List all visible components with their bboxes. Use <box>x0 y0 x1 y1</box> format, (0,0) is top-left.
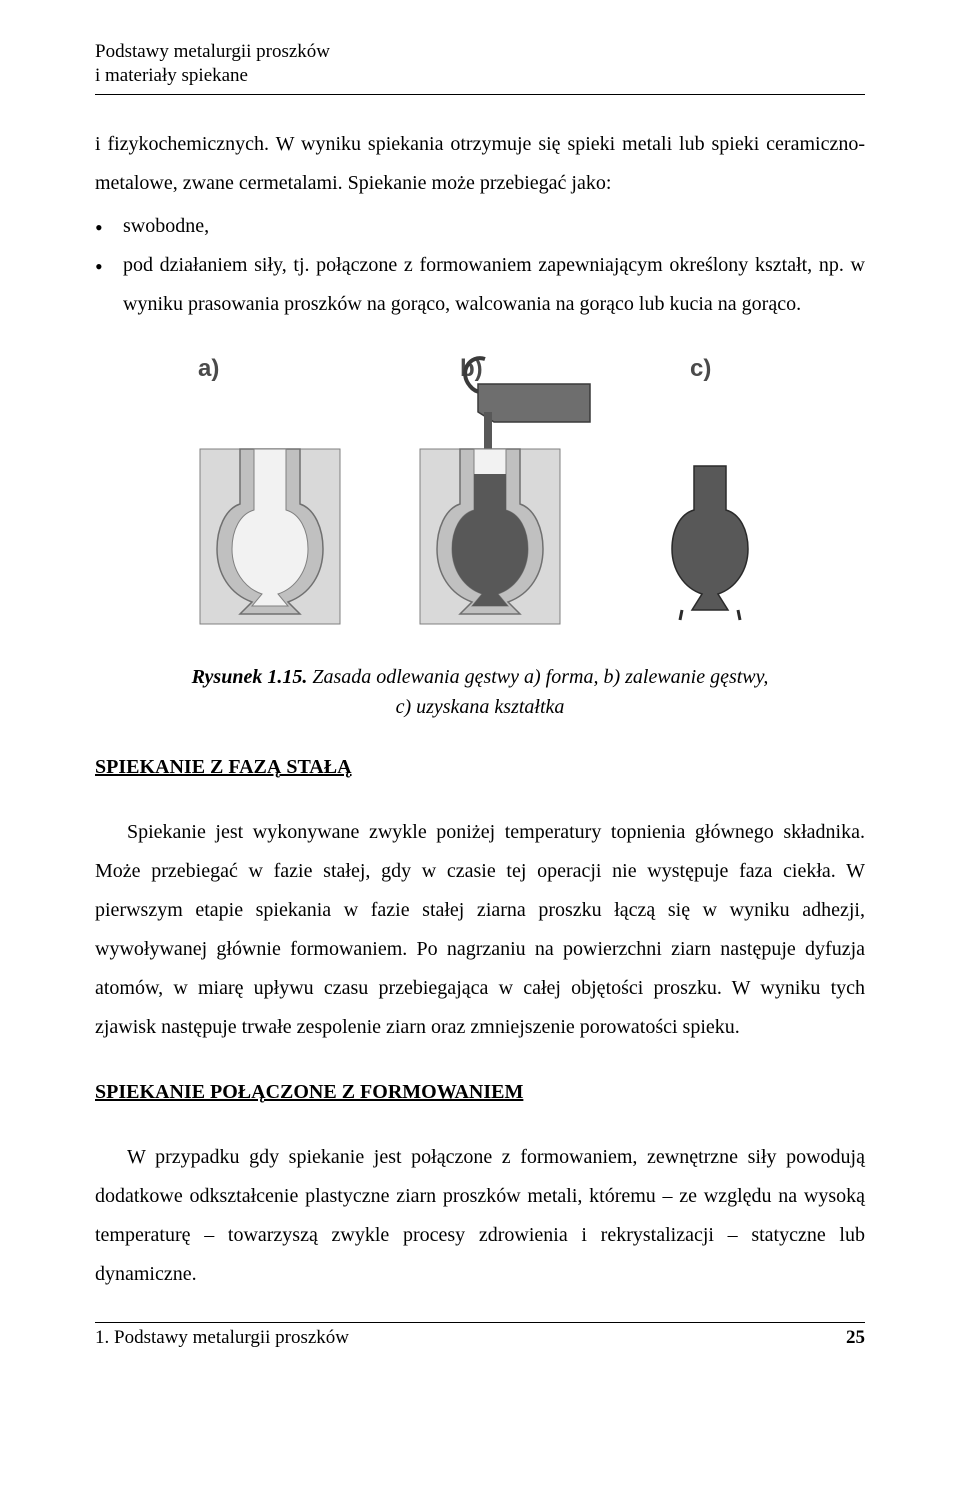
figure-label-a: a) <box>198 355 219 382</box>
footer-chapter: 1. Podstawy metalurgii proszków <box>95 1327 349 1349</box>
header-rule <box>95 94 865 95</box>
footer-rule <box>95 1322 865 1323</box>
running-header-line1: Podstawy metalurgii proszków <box>95 40 865 64</box>
section1-paragraph: Spiekanie jest wykonywane zwykle poniżej… <box>95 813 865 1047</box>
running-header-line2: i materiały spiekane <box>95 64 865 88</box>
footer-page-number: 25 <box>846 1327 865 1349</box>
figure-caption: Rysunek 1.15. Zasada odlewania gęstwy a)… <box>95 662 865 722</box>
section-heading-solid-phase: SPIEKANIE Z FAZĄ STAŁĄ <box>95 756 865 779</box>
figure-panel-b <box>420 358 590 624</box>
section2-paragraph: W przypadku gdy spiekanie jest połączone… <box>95 1138 865 1294</box>
figure-panel-c <box>672 466 748 620</box>
figure-panel-a <box>200 449 340 624</box>
intro-bullet-2: pod działaniem siły, tj. połączone z for… <box>95 246 865 324</box>
figure-caption-label: Rysunek 1.15. <box>192 666 308 688</box>
section-heading-forming: SPIEKANIE POŁĄCZONE Z FORMOWANIEM <box>95 1081 865 1104</box>
intro-paragraph: i fizykochemicznych. W wyniku spiekania … <box>95 125 865 203</box>
figure-1-15: a) b) c) <box>160 354 800 634</box>
figure-svg: a) b) c) <box>160 354 800 634</box>
intro-bullet-1: swobodne, <box>95 207 865 246</box>
figure-label-c: c) <box>690 355 711 382</box>
running-header: Podstawy metalurgii proszków i materiały… <box>95 40 865 88</box>
figure-caption-line2: c) uzyskana kształtka <box>396 696 565 718</box>
figure-caption-line1: Zasada odlewania gęstwy a) forma, b) zal… <box>307 666 768 688</box>
page: Podstawy metalurgii proszków i materiały… <box>0 0 960 1492</box>
page-footer: 1. Podstawy metalurgii proszków 25 <box>95 1327 865 1349</box>
intro-bullet-list: swobodne, pod działaniem siły, tj. połąc… <box>95 207 865 324</box>
